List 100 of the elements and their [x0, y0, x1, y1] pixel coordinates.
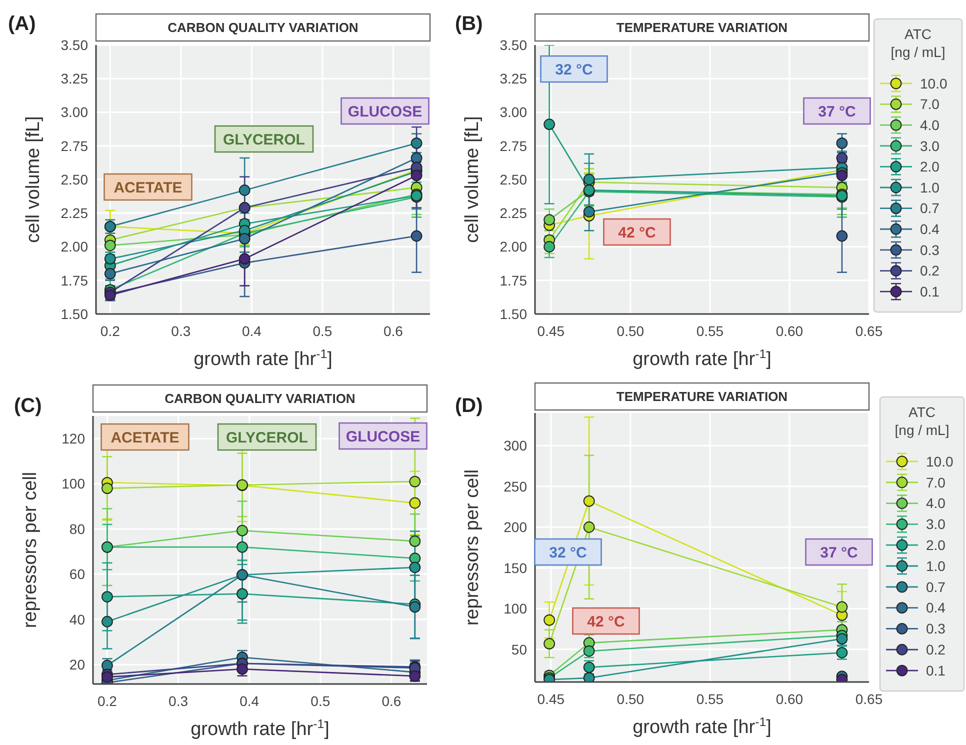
x-tick-label: 0.2: [97, 693, 118, 709]
x-tick-label: 0.55: [696, 323, 724, 339]
legend-label: 2.0: [920, 158, 940, 175]
point: [410, 230, 422, 242]
point: [409, 476, 421, 488]
legend-label: 7.0: [926, 474, 946, 490]
legend-label: 3.0: [920, 138, 940, 154]
x-tick-label: 0.6: [382, 693, 402, 709]
legend-label: 0.2: [926, 642, 946, 658]
y-tick-label: 40: [69, 611, 86, 628]
point: [410, 137, 422, 149]
y-tick-label: 2.25: [500, 205, 528, 222]
point: [544, 241, 556, 252]
y-tick-label: 3.25: [500, 70, 528, 87]
point: [836, 230, 848, 242]
x-tick-label: 0.65: [855, 691, 883, 707]
y-tick-label: 2.50: [60, 171, 88, 188]
point: [836, 633, 848, 644]
point: [409, 562, 421, 574]
x-axis-title: growth rate [hr$^{-1}$]: [190, 717, 330, 740]
y-tick-label: 3.00: [60, 104, 88, 120]
point: [583, 495, 595, 507]
legend-label: 0.1: [926, 662, 946, 678]
y-tick-label: 3.50: [60, 36, 88, 53]
point: [836, 152, 848, 164]
text: (B): [455, 13, 483, 35]
y-tick-label: 50: [511, 641, 528, 658]
y-axis-title: cell volume [fL]: [462, 116, 483, 243]
y-tick-label: 2.75: [60, 138, 88, 154]
point: [583, 672, 595, 682]
chart-title: CARBON QUALITY VARIATION: [168, 20, 358, 35]
y-tick-label: 1.75: [60, 272, 88, 288]
x-axis-title: growth rate [hr$^{-1}$]: [632, 715, 772, 738]
y-tick-label: 1.50: [500, 306, 528, 322]
x-tick-label: 0.3: [168, 693, 188, 709]
x-tick-label: 0.50: [616, 323, 644, 339]
y-tick-label: 2.75: [500, 138, 528, 154]
y-tick-label: 300: [504, 438, 528, 454]
text: (A): [8, 13, 36, 35]
annotation: 42 °C: [587, 613, 626, 630]
legend-label: 4.0: [926, 495, 946, 512]
legend-label: 10.0: [920, 75, 948, 92]
point: [238, 184, 250, 196]
chart-title: TEMPERATURE VARIATION: [616, 389, 788, 404]
chart-title: TEMPERATURE VARIATION: [616, 20, 788, 35]
y-tick-label: 2.25: [60, 205, 88, 222]
point: [409, 535, 421, 547]
x-tick-label: 0.4: [240, 693, 260, 709]
point: [544, 638, 556, 650]
x-axis-title: growth rate [hr$^{-1}$]: [194, 347, 332, 370]
point: [544, 214, 556, 226]
point: [236, 588, 248, 600]
legend-label: 2.0: [926, 536, 946, 553]
annotation: 32 °C: [555, 61, 594, 78]
y-tick-label: 3.25: [60, 70, 88, 87]
legend-label: 7.0: [920, 96, 940, 112]
point: [409, 670, 421, 682]
y-tick-label: 150: [504, 560, 528, 576]
legend-title: ATC [ng / mL]: [890, 26, 946, 60]
y-tick-label: 1.50: [60, 306, 88, 322]
y-axis-title: cell volume [fL]: [23, 116, 44, 243]
annotation: 37 °C: [818, 103, 856, 120]
y-tick-label: 100: [504, 600, 528, 617]
y-axis-title: repressors per cell: [462, 469, 483, 626]
point: [102, 591, 113, 602]
y-tick-label: 120: [62, 430, 86, 446]
x-tick-label: 0.2: [100, 323, 120, 339]
y-tick-label: 60: [69, 566, 86, 582]
x-tick-label: 0.60: [776, 323, 804, 339]
legend-label: 1.0: [920, 179, 940, 196]
legend-label: 3.0: [926, 516, 946, 532]
point: [410, 152, 422, 164]
x-tick-label: 0.50: [616, 691, 644, 707]
point: [544, 118, 556, 130]
y-tick-label: 20: [69, 656, 86, 672]
annotation: ACETATE: [114, 179, 182, 196]
x-tick-label: 0.55: [696, 691, 724, 707]
point: [238, 253, 250, 265]
x-tick-label: 0.5: [312, 323, 332, 339]
annotation: GLUCOSE: [348, 103, 422, 120]
point: [236, 541, 248, 553]
point: [236, 524, 248, 536]
legend-label: 0.3: [926, 620, 946, 637]
point: [836, 170, 848, 182]
annotation: ACETATE: [110, 429, 180, 446]
point: [102, 616, 113, 628]
annotation: 42 °C: [618, 224, 656, 242]
x-tick-label: 0.45: [537, 691, 565, 707]
x-tick-label: 0.3: [171, 323, 191, 339]
point: [102, 482, 113, 494]
text: (C): [14, 395, 42, 417]
point: [836, 601, 848, 613]
legend-label: 0.7: [926, 578, 946, 595]
x-tick-label: 0.5: [310, 693, 330, 709]
legend-label: 10.0: [926, 453, 954, 470]
y-axis-title: repressors per cell: [20, 472, 41, 628]
y-tick-label: 200: [504, 519, 528, 536]
point: [409, 497, 421, 509]
y-tick-label: 80: [69, 520, 86, 537]
y-tick-label: 1.75: [500, 272, 528, 288]
